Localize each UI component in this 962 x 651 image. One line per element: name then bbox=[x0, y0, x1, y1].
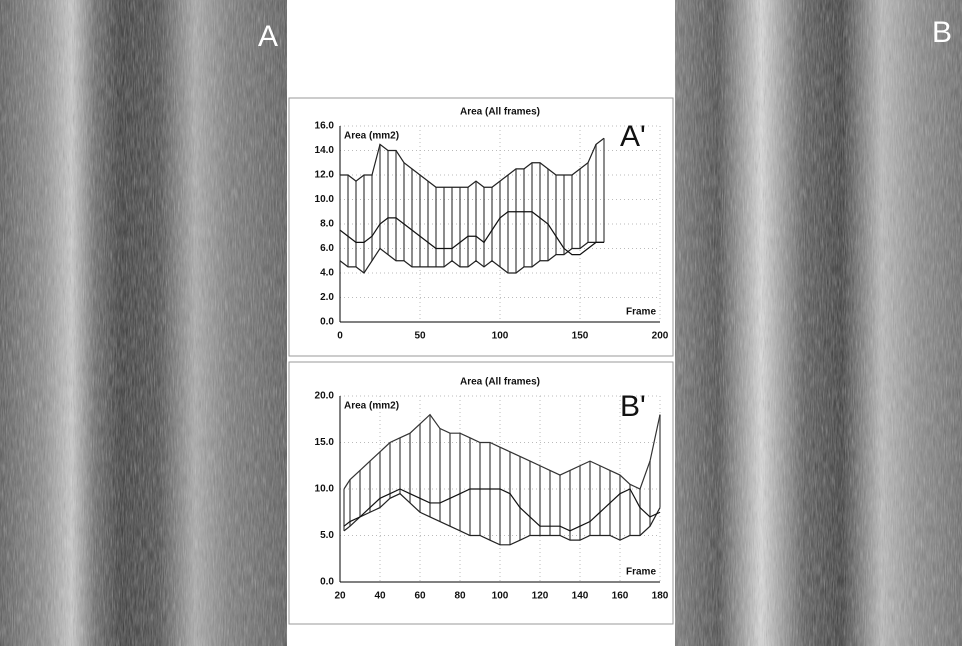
series-line bbox=[343, 488, 661, 532]
chart-panel bbox=[288, 361, 674, 625]
x-axis-label: Frame bbox=[626, 307, 656, 318]
y-tick-label: 15.0 bbox=[315, 437, 335, 448]
x-tick-label: 60 bbox=[414, 591, 426, 602]
y-tick-label: 10.0 bbox=[315, 194, 335, 205]
x-tick-label: 180 bbox=[652, 591, 669, 602]
x-tick-label: 140 bbox=[572, 591, 589, 602]
series-line bbox=[343, 492, 661, 546]
y-tick-label: 4.0 bbox=[320, 268, 334, 279]
x-tick-label: 200 bbox=[652, 331, 669, 342]
y-tick-label: 10.0 bbox=[315, 484, 335, 495]
chart-title: Area (All frames) bbox=[460, 107, 540, 118]
series-line bbox=[339, 211, 604, 256]
series-line bbox=[343, 413, 661, 490]
x-tick-label: 100 bbox=[492, 591, 509, 602]
chart-title: Area (All frames) bbox=[460, 377, 540, 388]
y-tick-label: 2.0 bbox=[320, 292, 334, 303]
x-tick-label: 150 bbox=[572, 331, 589, 342]
y-axis-label: Area (mm2) bbox=[344, 401, 399, 412]
image-label: B bbox=[932, 16, 952, 49]
y-tick-label: 6.0 bbox=[320, 243, 334, 254]
image-a: A bbox=[0, 0, 287, 646]
x-tick-label: 0 bbox=[337, 331, 343, 342]
series-line bbox=[339, 241, 604, 274]
series-line bbox=[340, 137, 605, 188]
y-tick-label: 0.0 bbox=[320, 577, 334, 588]
y-tick-label: 5.0 bbox=[320, 530, 334, 541]
y-tick-label: 14.0 bbox=[315, 145, 335, 156]
x-tick-label: 120 bbox=[532, 591, 549, 602]
x-tick-label: 100 bbox=[492, 331, 509, 342]
y-tick-label: 20.0 bbox=[315, 391, 335, 402]
y-tick-label: 12.0 bbox=[315, 170, 335, 181]
chart-panel bbox=[288, 97, 674, 357]
annotation: A' bbox=[620, 120, 646, 153]
y-axis-label: Area (mm2) bbox=[344, 131, 399, 142]
x-axis-label: Frame bbox=[626, 567, 656, 578]
annotation: B' bbox=[620, 390, 646, 423]
x-tick-label: 40 bbox=[374, 591, 386, 602]
x-tick-label: 160 bbox=[612, 591, 629, 602]
x-tick-label: 50 bbox=[414, 331, 426, 342]
y-tick-label: 0.0 bbox=[320, 317, 334, 328]
y-tick-label: 8.0 bbox=[320, 219, 334, 230]
image-label: A bbox=[258, 20, 278, 53]
x-tick-label: 20 bbox=[334, 591, 346, 602]
y-tick-label: 16.0 bbox=[315, 121, 335, 132]
x-tick-label: 80 bbox=[454, 591, 466, 602]
image-b: B bbox=[675, 0, 962, 646]
